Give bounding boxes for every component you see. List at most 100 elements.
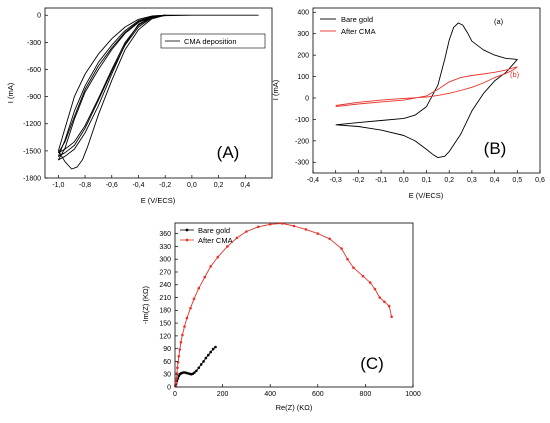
panel-c-ytick-label: 30 xyxy=(163,372,171,379)
panel-c-series-1-point xyxy=(304,228,308,231)
panel-a-series-line-3 xyxy=(57,14,166,170)
panel-a-ytick-label: -1200 xyxy=(23,121,41,128)
panel-c-legend-label-0: Bare gold xyxy=(198,226,230,235)
panel-c-series-1-point xyxy=(235,236,239,240)
panel-c-frame xyxy=(174,222,414,388)
panel-b-xtick-label: -0,3 xyxy=(330,177,342,184)
panel-b-ytick-label: -100 xyxy=(295,117,309,124)
panel-a-xtick-label: -0,2 xyxy=(159,182,171,189)
panel-c-series-1-point xyxy=(383,300,386,304)
panel-c-series-1-point xyxy=(280,222,284,225)
panel-b-xtick-label: -0,2 xyxy=(352,177,364,184)
panel-c-ytick-label: 90 xyxy=(163,346,171,353)
panel-a-xlabel: E (V/ECS) xyxy=(141,196,176,205)
panel-c-ytick-label: 240 xyxy=(159,282,171,289)
panel-c-series-0-point xyxy=(207,353,210,357)
panel-c-series-0-point xyxy=(202,360,205,363)
panel-b-annotation-b: (b) xyxy=(510,70,520,79)
panel-a-series-line-1 xyxy=(57,14,166,154)
panel-c-series-1-point xyxy=(226,245,229,248)
panel-b-legend: Bare gold After CMA xyxy=(320,15,376,36)
panel-a-ytick-label: -1500 xyxy=(23,148,41,155)
panel-b-series-line-0 xyxy=(335,22,518,159)
panel-c-series-0-point xyxy=(204,356,208,360)
panel-c-series-1-point xyxy=(203,275,207,279)
panel-a: -1,0 -0,8 -0,6 -0,4 -0,2 0,0 0,2 0,4 0 -300 -600 -9… xyxy=(6,7,273,205)
panel-c-series-1-point xyxy=(192,297,196,301)
panel-b-ytick-label: 100 xyxy=(297,74,309,81)
panel-b-xtick-label: 0,2 xyxy=(444,177,454,184)
panel-c-xtick-label: 1000 xyxy=(405,391,421,398)
panel-b-ytick-label: 400 xyxy=(297,10,309,17)
panel-b-xtick-label: -0,4 xyxy=(307,177,319,184)
panel-b-xtick-label: 0,6 xyxy=(535,177,545,184)
panel-b-ticks: -0,4 -0,3 -0,2 -0,1 0,0 0,1 0,2 0,3 0,4 0,5 0,6 400… xyxy=(295,10,545,184)
panel-b-ylabel: I (mA) xyxy=(271,79,280,100)
panel-c-ytick-label: 120 xyxy=(159,333,171,340)
panel-a-ticks: -1,0 -0,8 -0,6 -0,4 -0,2 0,0 0,2 0,4 0 -300 -600 -9… xyxy=(23,13,250,189)
panel-c-xtick-label: 200 xyxy=(217,391,229,398)
panel-b-xlabel: E (V/ECS) xyxy=(409,191,444,200)
panel-b-ytick-label: 200 xyxy=(297,53,309,60)
panel-c-series-0-point xyxy=(214,345,217,349)
panel-c-series-1-point xyxy=(340,247,343,250)
panel-c-series-1-point xyxy=(352,266,355,270)
panel-c-series-line-1 xyxy=(175,222,393,387)
panel-c-series-1-point xyxy=(378,296,382,299)
panel-b-xtick-label: 0,1 xyxy=(422,177,432,184)
panel-b-series-line-1 xyxy=(335,66,518,108)
panel-c-legend: Bare gold After CMA xyxy=(180,226,233,245)
panel-c-letter: (C) xyxy=(360,354,384,373)
panel-c-ytick-label: 150 xyxy=(159,321,171,328)
panel-c-series-0-point xyxy=(199,363,203,366)
panel-c-xtick-label: 400 xyxy=(264,391,276,398)
panel-c-xtick-label: 0 xyxy=(173,391,177,398)
panel-c-series-1-point xyxy=(257,225,260,229)
panel-c-plot-area xyxy=(174,222,393,388)
panel-c-xlabel: Re(Z) (KΩ) xyxy=(276,403,313,412)
panel-b-letter: (B) xyxy=(484,139,507,158)
panel-c-series-0-point xyxy=(195,369,198,373)
panel-a-legend: CMA deposition xyxy=(160,33,266,49)
panel-c-series-1-point xyxy=(328,237,332,241)
panel-c-series-1-point xyxy=(216,255,220,259)
panel-c-series-1-point xyxy=(373,287,377,291)
panel-a-legend-box xyxy=(160,33,266,49)
panel-c-ytick-label: 360 xyxy=(159,231,171,238)
panel-a-xtick-label: -0,8 xyxy=(79,182,91,189)
panel-c-series-0-point xyxy=(209,350,212,354)
panel-b-ytick-label: 0 xyxy=(305,95,309,102)
panel-c-ytick-label: 330 xyxy=(159,244,171,251)
panel-a-xtick-label: -1,0 xyxy=(52,182,64,189)
panel-b-xtick-label: 0,3 xyxy=(467,177,477,184)
panel-c-series-1-point xyxy=(368,281,372,284)
panel-b-annotation-a: (a) xyxy=(494,17,504,26)
panel-c-series-0-point xyxy=(193,371,196,374)
panel-c-series-1-point xyxy=(176,366,179,370)
panel-c-xtick-label: 600 xyxy=(312,391,324,398)
panel-a-plot-area xyxy=(57,14,259,170)
panel-c-series-1-point xyxy=(185,316,189,320)
panel-c-series-1-point xyxy=(361,274,365,278)
panel-b-plot-area xyxy=(335,22,518,159)
panel-a-ylabel: I (mA) xyxy=(6,82,15,103)
panel-a-ytick-label: 0 xyxy=(37,13,41,20)
panel-c-ytick-label: 270 xyxy=(159,269,171,276)
panel-c-series-1-point xyxy=(387,304,391,308)
panel-a-frame xyxy=(44,7,273,179)
panel-b-xtick-label: 0,4 xyxy=(490,177,500,184)
panel-c-series-1-point xyxy=(177,355,181,358)
panel-c-ytick-label: 60 xyxy=(163,359,171,366)
panel-a-ytick-label: -1800 xyxy=(23,175,41,182)
panel-c-series-1-point xyxy=(183,325,186,328)
panel-c-series-0-point xyxy=(197,366,201,370)
panel-c-xtick-label: 800 xyxy=(360,391,372,398)
panel-c-legend-marker-0 xyxy=(185,228,189,232)
panel-c-ytick-label: 210 xyxy=(159,295,171,302)
panel-a-xtick-label: 0,4 xyxy=(240,182,250,189)
panel-b-xtick-label: 0,5 xyxy=(512,177,522,184)
panel-b-ytick-label: -300 xyxy=(295,160,309,167)
panel-b: -0,4 -0,3 -0,2 -0,1 0,0 0,1 0,2 0,3 0,4 0,5 0,6 400… xyxy=(271,7,545,200)
